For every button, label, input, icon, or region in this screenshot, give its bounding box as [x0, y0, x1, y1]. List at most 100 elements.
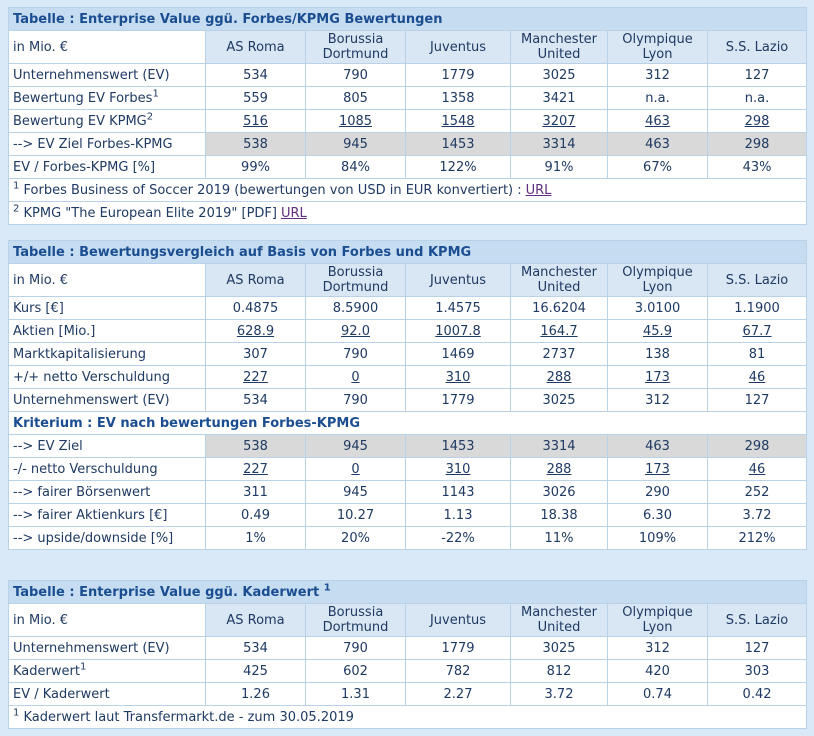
value-cell: 11%: [510, 526, 608, 550]
value-link[interactable]: 1085: [338, 113, 373, 129]
value-cell: 173: [607, 365, 708, 389]
row-label-text: Bewertung EV Forbes: [13, 90, 153, 106]
value-cell: 463: [607, 109, 708, 133]
value-cell: 805: [305, 86, 406, 110]
column-header-s-s-lazio: S.S. Lazio: [706, 263, 808, 297]
value-cell: 173: [607, 457, 708, 481]
value-cell: 628.9: [205, 319, 306, 343]
value-link[interactable]: 310: [445, 369, 471, 385]
value-cell: 99%: [205, 155, 306, 179]
row-label-text: --> upside/downside [%]: [13, 530, 174, 546]
column-header-juventus: Juventus: [405, 263, 511, 297]
value-link[interactable]: 298: [744, 113, 770, 129]
row-label: -/- netto Verschuldung: [8, 457, 206, 481]
value-link[interactable]: 1007.8: [435, 323, 481, 339]
value-cell: 1779: [405, 388, 511, 412]
value-link[interactable]: 1548: [441, 113, 475, 129]
value-cell: 790: [305, 636, 406, 660]
value-link[interactable]: 310: [445, 461, 471, 477]
value-link[interactable]: 173: [645, 461, 670, 477]
value-link[interactable]: 173: [645, 369, 670, 385]
value-link[interactable]: 67.7: [742, 323, 772, 339]
value-link[interactable]: 0: [351, 369, 360, 385]
section-header: Kriterium : EV nach bewertungen Forbes-K…: [7, 411, 808, 435]
value-link[interactable]: 227: [243, 369, 268, 385]
value-cell: 10.27: [305, 503, 406, 527]
row-label: Unternehmenswert (EV): [8, 636, 206, 660]
value-cell: 20%: [305, 526, 406, 550]
row-label-text: Unternehmenswert (EV): [13, 640, 170, 656]
table-title: Tabelle : Enterprise Value ggü. Kaderwer…: [7, 580, 808, 604]
value-cell: 0.42: [706, 682, 808, 706]
row-label-text: Kurs [€]: [13, 300, 64, 316]
value-link[interactable]: 463: [645, 113, 670, 129]
value-cell: 790: [305, 342, 406, 366]
row-label: EV / Kaderwert: [8, 682, 206, 706]
row-label: --> EV Ziel Forbes-KPMG: [8, 132, 206, 156]
value-link[interactable]: 227: [243, 461, 268, 477]
column-header-manchester-united: Manchester United: [510, 30, 608, 64]
value-cell: 1007.8: [405, 319, 511, 343]
row-label: Bewertung EV Forbes1: [8, 86, 206, 110]
value-cell: 227: [205, 365, 306, 389]
footnote-sup: 1: [13, 180, 20, 192]
row-label-text: --> fairer Börsenwert: [13, 484, 151, 500]
row-label-sup: 2: [146, 111, 154, 123]
row-label: EV / Forbes-KPMG [%]: [8, 155, 206, 179]
value-cell: n.a.: [607, 86, 708, 110]
value-link[interactable]: 45.9: [643, 323, 672, 339]
value-link[interactable]: 628.9: [236, 323, 275, 339]
row-label-text: Unternehmenswert (EV): [13, 392, 170, 408]
value-link[interactable]: 516: [243, 113, 268, 129]
value-cell: 3.72: [510, 682, 608, 706]
unit-header: in Mio. €: [8, 263, 206, 297]
value-cell: 127: [706, 63, 808, 87]
row-label-text: Kaderwert: [13, 663, 80, 679]
value-cell: 1%: [205, 526, 306, 550]
value-cell: 3421: [510, 86, 608, 110]
value-cell: 945: [305, 434, 406, 458]
row-label: --> upside/downside [%]: [8, 526, 206, 550]
row-label-text: Bewertung EV KPMG: [13, 113, 147, 129]
value-link[interactable]: 92.0: [341, 323, 370, 339]
row-label-text: Marktkapitalisierung: [13, 346, 147, 362]
footnote-sup: 1: [13, 707, 20, 719]
value-cell: 1.1900: [706, 296, 808, 320]
value-cell: 6.30: [607, 503, 708, 527]
value-cell: 310: [405, 365, 511, 389]
value-cell: 782: [405, 659, 511, 683]
row-label-text: +/+ netto Verschuldung: [13, 369, 171, 385]
footnote-url-link[interactable]: URL: [525, 182, 552, 198]
value-link[interactable]: 164.7: [540, 323, 578, 339]
value-cell: 463: [607, 132, 708, 156]
value-cell: 534: [205, 63, 306, 87]
value-cell: 3025: [510, 388, 608, 412]
data-table-1: Tabelle : Enterprise Value ggü. Forbes/K…: [7, 7, 808, 225]
value-link[interactable]: 0: [351, 461, 360, 477]
value-cell: 1548: [405, 109, 511, 133]
row-label: Unternehmenswert (EV): [8, 388, 206, 412]
value-link[interactable]: 46: [748, 369, 766, 385]
row-label-text: --> fairer Aktienkurs [€]: [13, 507, 168, 523]
value-cell: 67.7: [706, 319, 808, 343]
row-label: --> fairer Börsenwert: [8, 480, 206, 504]
value-link[interactable]: 46: [748, 461, 766, 477]
value-link[interactable]: 288: [546, 461, 572, 477]
row-label-text: EV / Forbes-KPMG [%]: [13, 159, 156, 175]
footnote-url-link[interactable]: URL: [280, 205, 307, 221]
value-link[interactable]: 3207: [542, 113, 576, 129]
row-label: Bewertung EV KPMG2: [8, 109, 206, 133]
table-title: Tabelle : Enterprise Value ggü. Forbes/K…: [7, 7, 808, 31]
value-link[interactable]: 288: [546, 369, 572, 385]
value-cell: 122%: [405, 155, 511, 179]
value-cell: 945: [305, 480, 406, 504]
value-cell: 212%: [706, 526, 808, 550]
value-cell: 290: [607, 480, 708, 504]
column-header-as-roma: AS Roma: [205, 263, 306, 297]
footnote: 1 Forbes Business of Soccer 2019 (bewert…: [7, 178, 808, 202]
value-cell: 516: [205, 109, 306, 133]
value-cell: 81: [706, 342, 808, 366]
value-cell: 67%: [607, 155, 708, 179]
value-cell: 298: [706, 109, 808, 133]
value-cell: 298: [706, 434, 808, 458]
